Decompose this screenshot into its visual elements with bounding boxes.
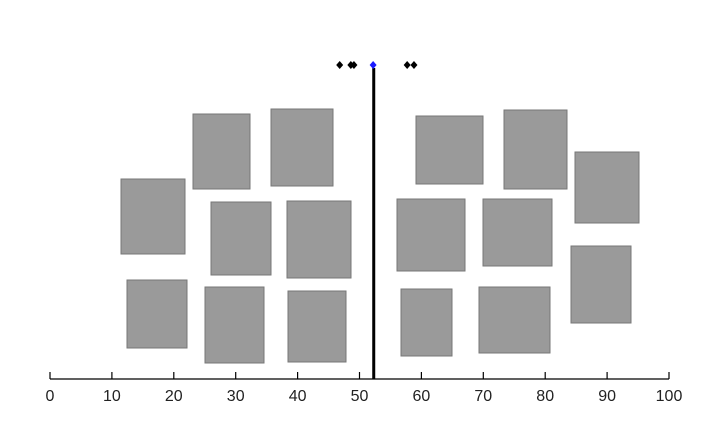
x-tick-label: 80: [536, 388, 554, 405]
x-tick-label: 90: [598, 388, 616, 405]
marker: [336, 61, 344, 69]
x-tick-label: 10: [103, 388, 121, 405]
portrait: [396, 198, 466, 272]
x-tick-label: 20: [165, 388, 183, 405]
marker: [350, 61, 358, 69]
x-tick-label: 30: [227, 388, 245, 405]
portrait: [210, 201, 272, 276]
portrait: [126, 279, 188, 349]
portrait: [287, 290, 347, 363]
marker: [369, 61, 377, 69]
portrait: [482, 198, 553, 267]
portrait: [400, 288, 453, 357]
portrait: [270, 108, 334, 187]
marker: [410, 61, 418, 69]
x-tick-label: 60: [413, 388, 431, 405]
portrait: [415, 115, 484, 185]
x-tick-label: 100: [656, 388, 683, 405]
portrait: [503, 109, 568, 190]
x-tick-label: 0: [46, 388, 55, 405]
x-tick-label: 40: [289, 388, 307, 405]
portrait: [286, 200, 352, 279]
portrait: [574, 151, 640, 224]
portrait: [570, 245, 632, 324]
portrait: [192, 113, 251, 190]
x-tick-label: 50: [351, 388, 369, 405]
portrait: [204, 286, 265, 364]
portrait: [478, 286, 551, 354]
portraits: [120, 108, 640, 364]
x-tick-label: 70: [474, 388, 492, 405]
marker: [403, 61, 411, 69]
portrait: [120, 178, 186, 255]
